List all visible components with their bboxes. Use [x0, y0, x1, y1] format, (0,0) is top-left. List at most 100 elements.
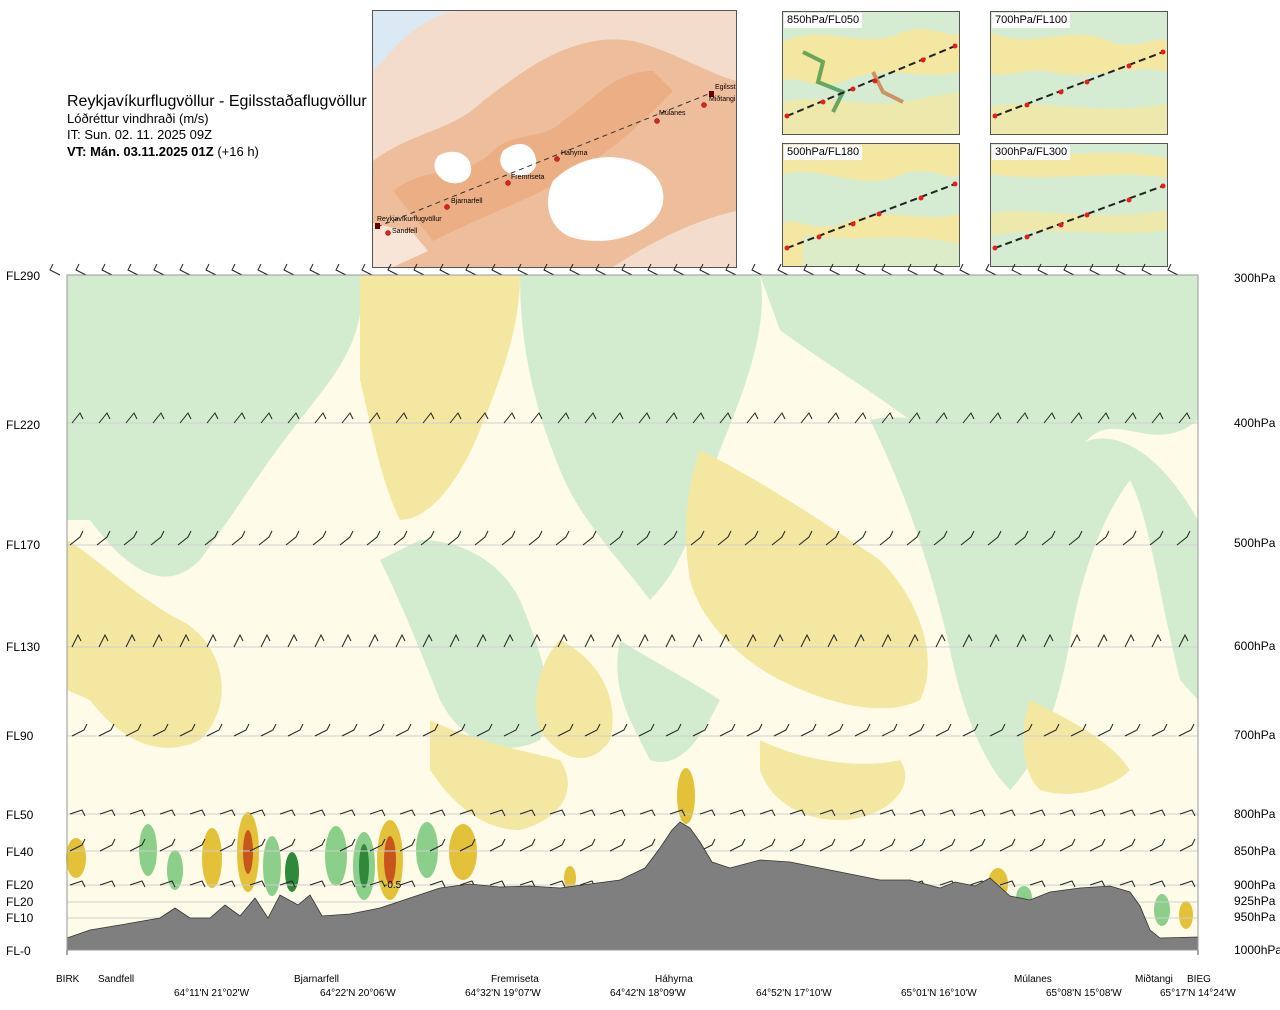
wind-barb — [854, 633, 865, 648]
level-map-300: 300hPa/FL300 — [990, 143, 1168, 267]
wind-barb — [393, 530, 408, 546]
fl-label-20a: FL20 — [6, 878, 34, 892]
level-map-300-canvas — [991, 144, 1167, 266]
wind-barb — [129, 838, 146, 852]
wind-barb — [309, 838, 326, 852]
wind-barb — [1059, 838, 1076, 852]
wind-barb — [819, 838, 836, 852]
wind-barb — [549, 880, 566, 888]
wind-barb — [699, 838, 716, 852]
wind-barb — [368, 633, 379, 648]
wind-barb — [854, 412, 867, 424]
wind-barb — [987, 530, 1002, 546]
wind-barb — [96, 530, 111, 546]
wind-barb — [800, 412, 813, 424]
wind-barb — [258, 530, 273, 546]
wind-barb — [1149, 530, 1164, 546]
fl-label-20b: FL20 — [6, 895, 34, 909]
coord-label-2: 64°22'N 20°06'W — [320, 988, 396, 999]
fl-label-40: FL40 — [6, 845, 34, 859]
wind-barb — [98, 633, 109, 648]
wind-barb — [219, 880, 236, 888]
wind-barb — [459, 838, 476, 852]
map-label-hahyrna: Háhyrna — [561, 150, 588, 157]
wind-barb — [584, 412, 597, 424]
wind-barb — [729, 838, 746, 852]
wind-barb — [827, 723, 844, 737]
map-label-bjarnarfell: Bjarnarfell — [451, 198, 483, 205]
wind-barb — [746, 633, 757, 648]
wind-barb — [751, 263, 763, 276]
valid-time-offset: (+16 h) — [217, 144, 259, 159]
wind-barb — [744, 530, 759, 546]
wind-barb — [959, 263, 971, 276]
wind-barb — [369, 809, 386, 817]
wind-barb — [827, 633, 838, 648]
wind-barb — [1014, 530, 1029, 546]
wind-barb — [638, 633, 649, 648]
valid-time: VT: Mán. 03.11.2025 01Z (+16 h) — [67, 143, 367, 160]
wind-barb — [1178, 412, 1191, 424]
wind-barb — [699, 809, 716, 817]
wind-barb — [129, 880, 146, 888]
fl-label-290: FL290 — [6, 269, 41, 283]
map-label-fremriseta: Fremriseta — [511, 174, 545, 181]
wind-barb — [819, 880, 836, 888]
wind-barb — [852, 530, 867, 546]
wind-barb — [1122, 530, 1137, 546]
wind-barb — [339, 809, 356, 817]
coord-label-1: 64°11'N 21°02'W — [174, 988, 250, 999]
wind-barb — [939, 809, 956, 817]
wind-barb — [1043, 723, 1060, 737]
wind-barb — [1029, 880, 1046, 888]
wind-barb — [879, 809, 896, 817]
wind-barb — [69, 809, 86, 817]
wind-barb — [557, 723, 574, 737]
wind-barb — [1179, 809, 1196, 817]
wind-barb — [309, 263, 321, 276]
wind-barb — [503, 412, 516, 424]
wind-barb — [960, 530, 975, 546]
wind-barb — [233, 723, 250, 737]
wind-barb — [366, 530, 381, 546]
wind-barb — [1151, 723, 1168, 737]
wind-barb — [638, 412, 651, 424]
wind-barb — [1016, 633, 1027, 648]
wind-barb — [854, 723, 871, 737]
wind-barb — [429, 809, 446, 817]
wind-barb — [1068, 530, 1083, 546]
wind-barb — [962, 412, 975, 424]
wind-barb — [819, 809, 836, 817]
wind-barb — [1097, 412, 1110, 424]
wind-barb — [909, 809, 926, 817]
wind-barb — [773, 412, 786, 424]
wind-barb — [962, 723, 979, 737]
wind-barb — [881, 412, 894, 424]
wind-barb — [279, 838, 296, 852]
wind-barb — [1070, 412, 1083, 424]
wind-barb — [71, 412, 84, 424]
wind-barb — [99, 838, 116, 852]
wind-barb — [395, 633, 406, 648]
wind-barb — [935, 412, 948, 424]
wind-barb — [1176, 530, 1191, 546]
wind-barb — [729, 809, 746, 817]
wind-barb — [798, 530, 813, 546]
wind-barb — [279, 809, 296, 817]
station-name-mulanes: Múlanes — [1014, 974, 1052, 985]
wind-barb — [231, 263, 243, 276]
wind-barb — [530, 412, 543, 424]
wind-barb — [1070, 723, 1087, 737]
wind-barb — [989, 723, 1006, 737]
title-block: Reykjavíkurflugvöllur - Egilsstaðaflugvö… — [67, 92, 367, 160]
fl-label-130: FL130 — [6, 640, 41, 654]
wind-barb — [125, 633, 136, 648]
wind-barb — [205, 263, 217, 276]
wind-barb — [584, 633, 595, 648]
wind-barb — [233, 633, 244, 648]
wind-barb — [962, 633, 973, 648]
wind-barb — [127, 263, 139, 276]
wind-barb — [233, 412, 246, 424]
wind-barb — [719, 723, 736, 737]
wind-barb — [159, 880, 176, 888]
